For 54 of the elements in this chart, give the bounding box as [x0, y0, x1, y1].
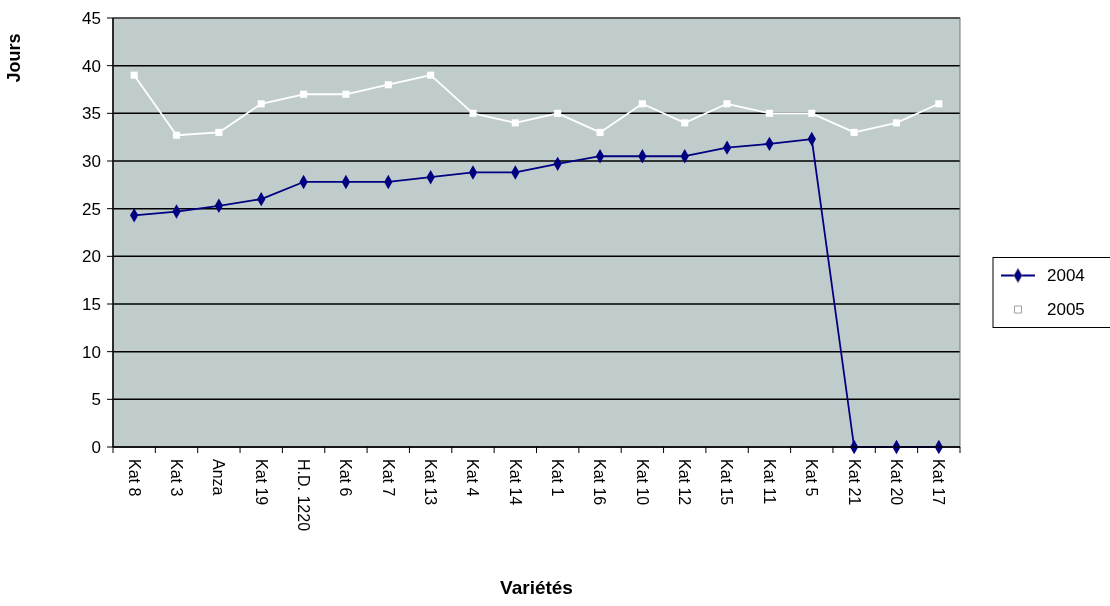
point: [215, 128, 223, 136]
y-tick-label: 45: [82, 8, 101, 28]
x-tick-label: Kat 16: [591, 459, 609, 506]
point: [681, 119, 689, 127]
legend-label: 2005: [1047, 300, 1085, 320]
y-tick-label: 25: [82, 199, 101, 219]
point: [427, 71, 435, 79]
x-tick-label: Kat 12: [676, 459, 694, 506]
x-tick-label: Kat 21: [845, 459, 863, 506]
point: [257, 100, 265, 108]
y-tick-label: 20: [82, 247, 101, 267]
y-tick-label: 5: [91, 390, 101, 410]
point: [300, 90, 308, 98]
x-tick-label: Kat 3: [167, 459, 185, 497]
point: [469, 109, 477, 117]
point: [172, 131, 181, 139]
x-tick-label: Kat 13: [422, 459, 440, 506]
x-tick-label: Kat 20: [887, 459, 905, 506]
x-tick-label: Kat 17: [930, 459, 948, 506]
point: [596, 128, 604, 136]
y-tick-label: 15: [82, 294, 101, 314]
x-tick-label: Kat 15: [718, 459, 736, 506]
x-tick-label: Kat 19: [252, 459, 270, 506]
y-tick-label: 35: [82, 104, 101, 124]
point: [892, 119, 901, 127]
point: [935, 100, 943, 108]
point: [554, 109, 562, 117]
x-axis-title: Variétés: [500, 577, 573, 598]
y-tick-label: 0: [91, 437, 101, 457]
x-tick-label: Kat 8: [125, 459, 143, 497]
y-tick-label: 30: [82, 151, 101, 171]
point: [130, 71, 138, 79]
x-tick-label: Kat 6: [337, 459, 355, 497]
y-tick-label: 40: [82, 56, 101, 76]
y-axis-title: Jours: [4, 33, 24, 83]
point: [765, 109, 773, 117]
point: [342, 90, 350, 98]
point: [511, 119, 519, 127]
legend-label: 2004: [1047, 266, 1085, 286]
x-tick-label: Anza: [210, 459, 228, 496]
point: [723, 100, 731, 108]
x-tick-label: H.D. 1220: [294, 459, 312, 532]
point: [808, 109, 816, 117]
x-tick-label: Kat 4: [464, 459, 482, 497]
point: [850, 128, 858, 136]
point: [638, 100, 646, 108]
y-tick-label: 10: [82, 342, 101, 362]
x-tick-label: Kat 14: [506, 459, 524, 506]
x-tick-label: Kat 11: [760, 459, 778, 505]
x-tick-label: Kat 1: [549, 459, 567, 497]
x-tick-label: Kat 10: [633, 459, 651, 506]
point: [384, 81, 392, 89]
x-tick-label: Kat 5: [803, 459, 821, 497]
x-tick-label: Kat 7: [379, 459, 397, 497]
